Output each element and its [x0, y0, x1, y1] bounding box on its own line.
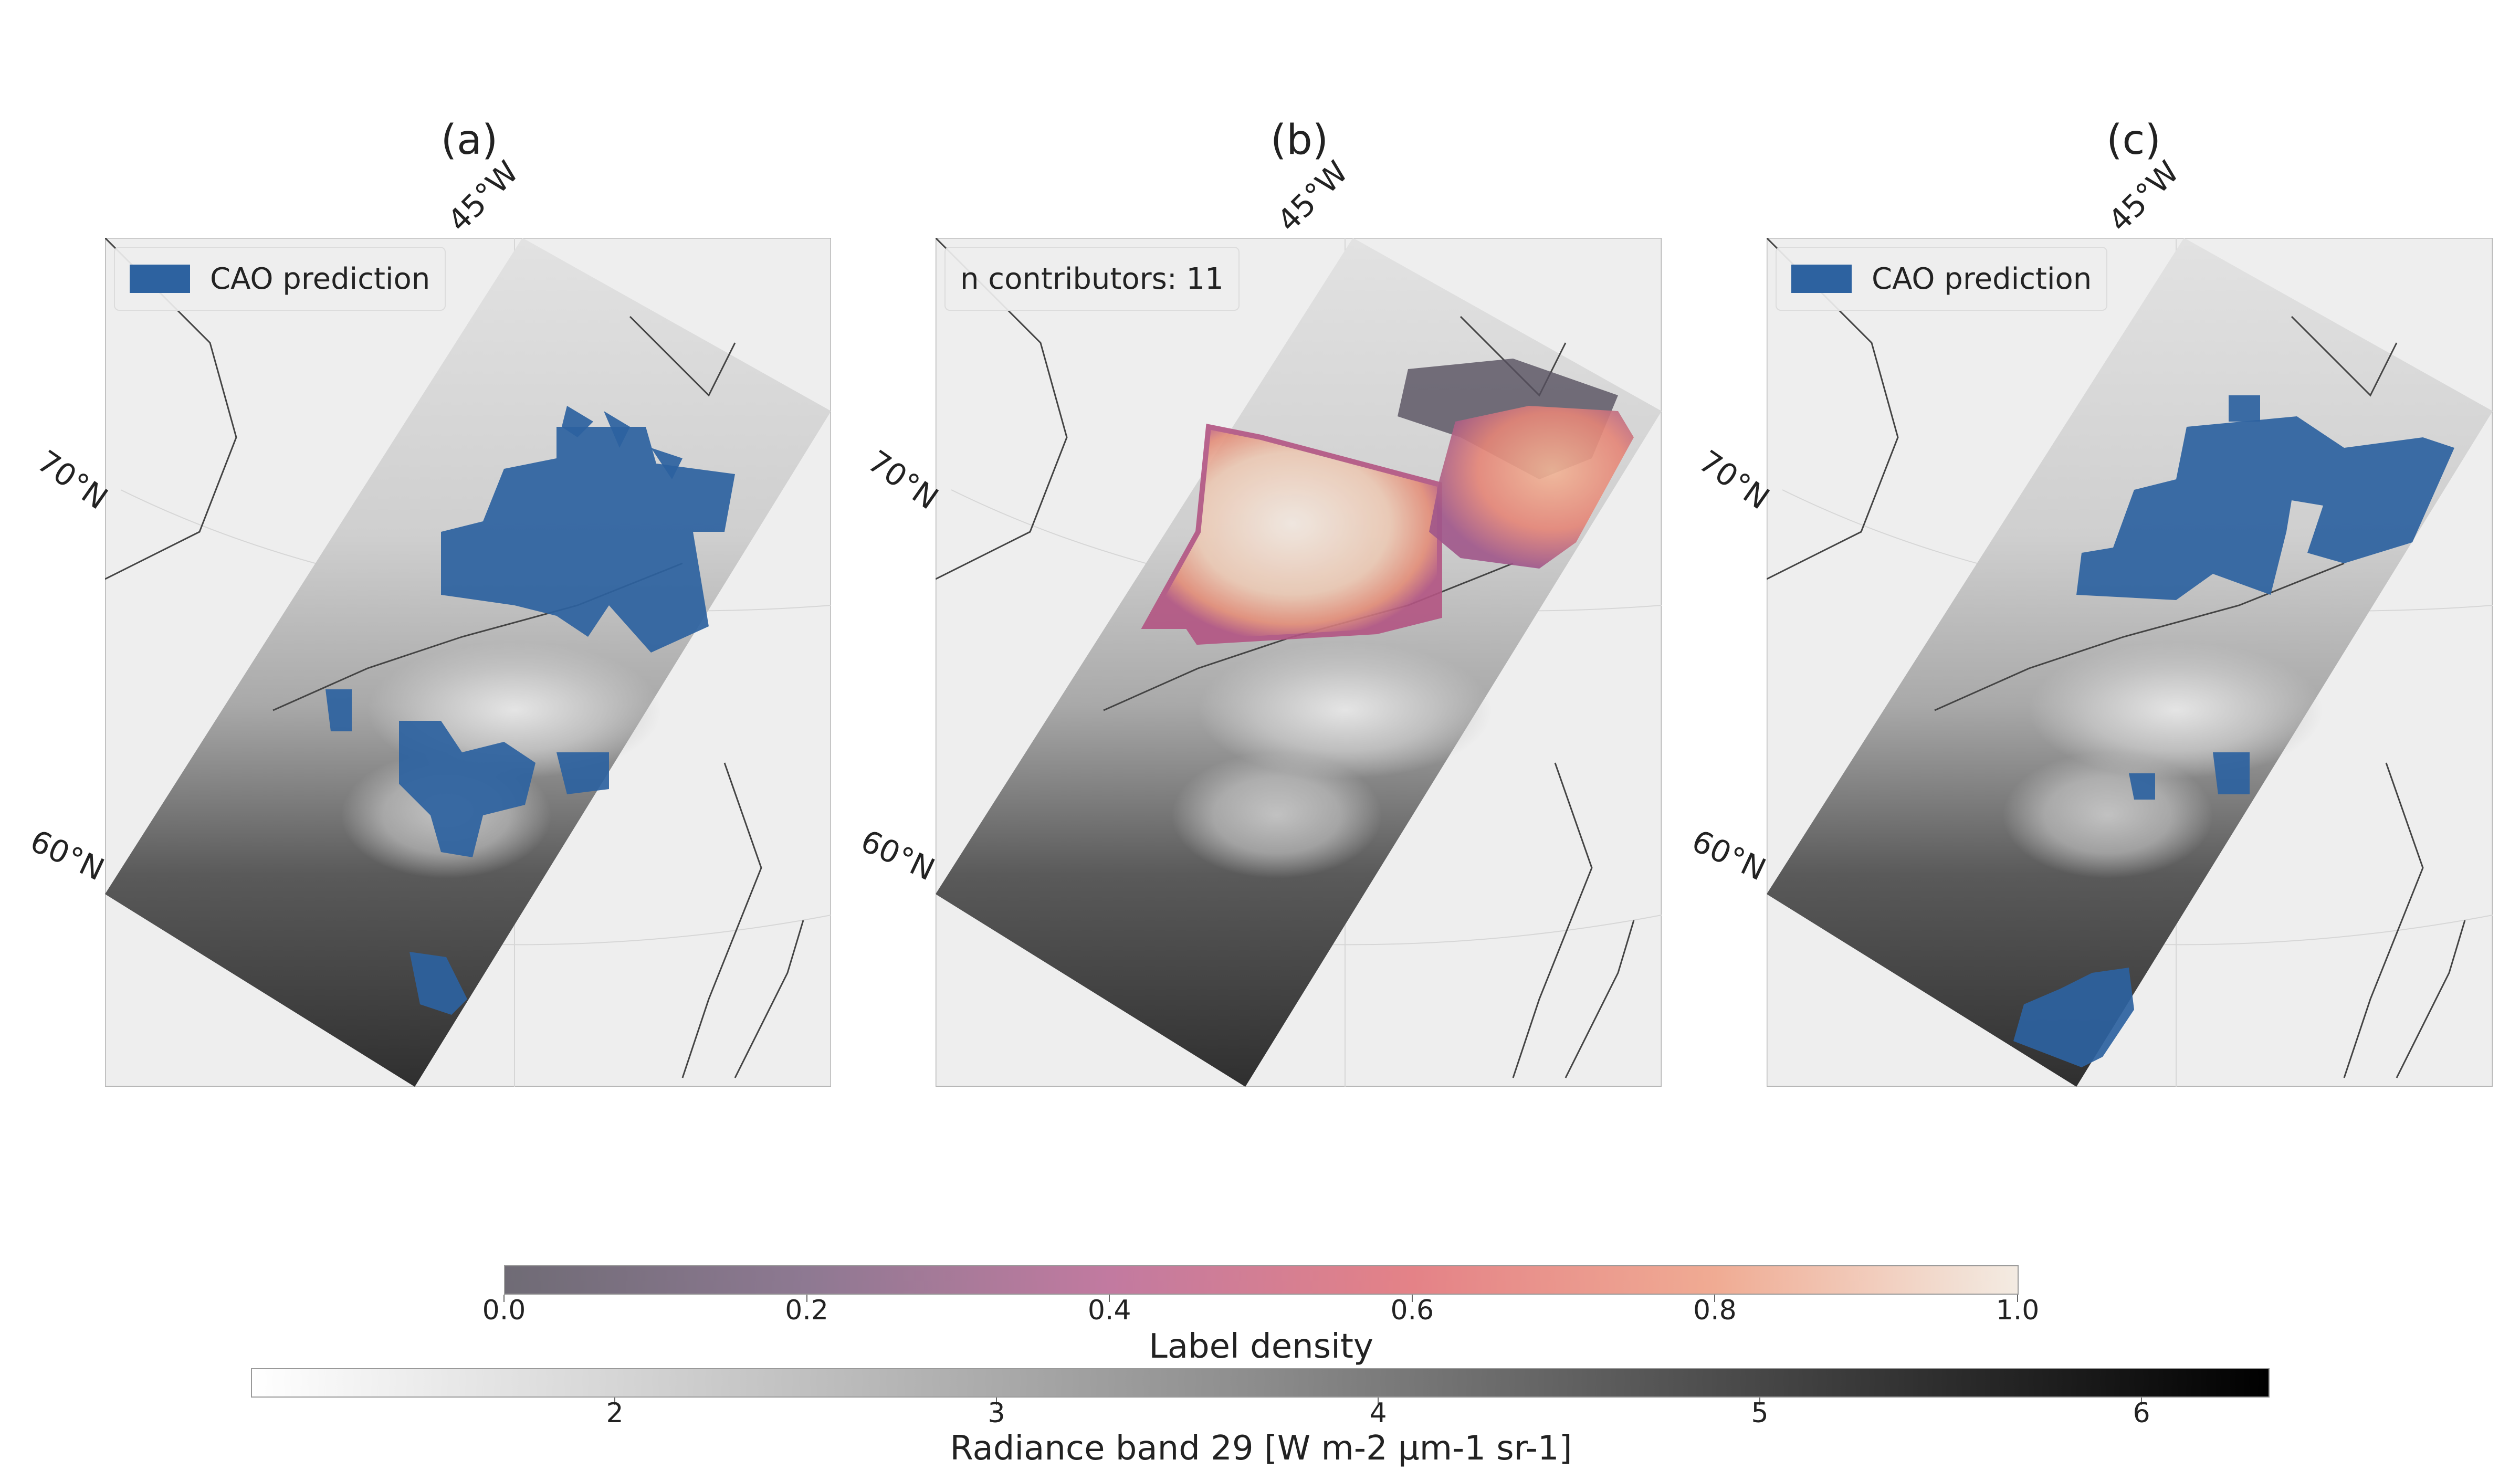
lat-low-label-b: 60°N	[855, 823, 940, 888]
density-tick-label: 0.4	[1087, 1295, 1131, 1326]
lat-high-label-b: 70°N	[861, 443, 945, 517]
density-tickmark	[1714, 1295, 1716, 1302]
map-panel-b	[936, 238, 1662, 1087]
legend-b: n contributors: 11	[944, 247, 1240, 311]
density-tick-label: 0.0	[482, 1295, 526, 1326]
lat-low-label-c: 60°N	[1686, 823, 1771, 888]
density-tickmark	[503, 1295, 505, 1302]
legend-a: CAO prediction	[114, 247, 446, 311]
legend-swatch-a	[130, 265, 190, 293]
cao-region-a6	[410, 952, 467, 1015]
radiance-colorbar	[251, 1368, 2270, 1398]
density-tick-label: 1.0	[1996, 1295, 2040, 1326]
panel-c-title: (c)	[2106, 117, 2161, 164]
lon-label-a: 45°W	[440, 154, 526, 239]
density-tickmark	[1411, 1295, 1413, 1302]
label-density-label: Label density	[1149, 1327, 1373, 1366]
radiance-tick-label: 4	[1369, 1398, 1387, 1429]
cao-region-c2	[2076, 416, 2454, 600]
cao-region-c5	[2013, 968, 2134, 1067]
cao-region-a5	[556, 752, 609, 794]
radiance-tickmark	[996, 1398, 997, 1405]
cao-region-a2	[441, 427, 735, 653]
radiance-tick-label: 2	[606, 1398, 624, 1429]
label-density-region-2	[1429, 406, 1634, 569]
lat-high-label-a: 70°N	[30, 443, 114, 517]
legend-text-a: CAO prediction	[210, 261, 430, 296]
panel-b-title: (b)	[1270, 117, 1329, 164]
radiance-tickmark	[614, 1398, 615, 1405]
lon-label-b: 45°W	[1270, 154, 1355, 239]
cao-region-a4	[399, 721, 536, 857]
cao-region-c4	[2213, 752, 2250, 794]
density-tick-label: 0.6	[1390, 1295, 1434, 1326]
lat-low-label-a: 60°N	[25, 823, 110, 888]
density-tickmark	[1109, 1295, 1110, 1302]
legend-text-c: CAO prediction	[1872, 261, 2092, 296]
legend-swatch-c	[1791, 265, 1852, 293]
radiance-tick-label: 6	[2133, 1398, 2150, 1429]
radiance-tickmark	[1759, 1398, 1760, 1405]
radiance-tickmark	[2141, 1398, 2142, 1405]
radiance-tickmark	[1378, 1398, 1379, 1405]
map-panel-c	[1767, 238, 2493, 1087]
legend-text-b: n contributors: 11	[960, 261, 1224, 296]
density-tick-label: 0.2	[785, 1295, 828, 1326]
label-density-colorbar	[504, 1265, 2019, 1295]
cao-region-c3	[2129, 773, 2155, 800]
radiance-tick-label: 5	[1751, 1398, 1769, 1429]
cao-region-c1	[2229, 395, 2260, 422]
density-tick-label: 0.8	[1693, 1295, 1737, 1326]
legend-c: CAO prediction	[1776, 247, 2108, 311]
cao-region-a3	[326, 689, 352, 731]
density-tickmark	[806, 1295, 807, 1302]
lon-label-c: 45°W	[2101, 154, 2186, 239]
radiance-label: Radiance band 29 [W m-2 µm-1 sr-1]	[950, 1429, 1572, 1468]
radiance-tick-label: 3	[988, 1398, 1005, 1429]
map-panel-a	[105, 238, 831, 1087]
lat-high-label-c: 70°N	[1692, 443, 1776, 517]
panel-a-title: (a)	[440, 117, 498, 164]
label-density-region-1	[1141, 424, 1442, 645]
density-tickmark	[2017, 1295, 2018, 1302]
